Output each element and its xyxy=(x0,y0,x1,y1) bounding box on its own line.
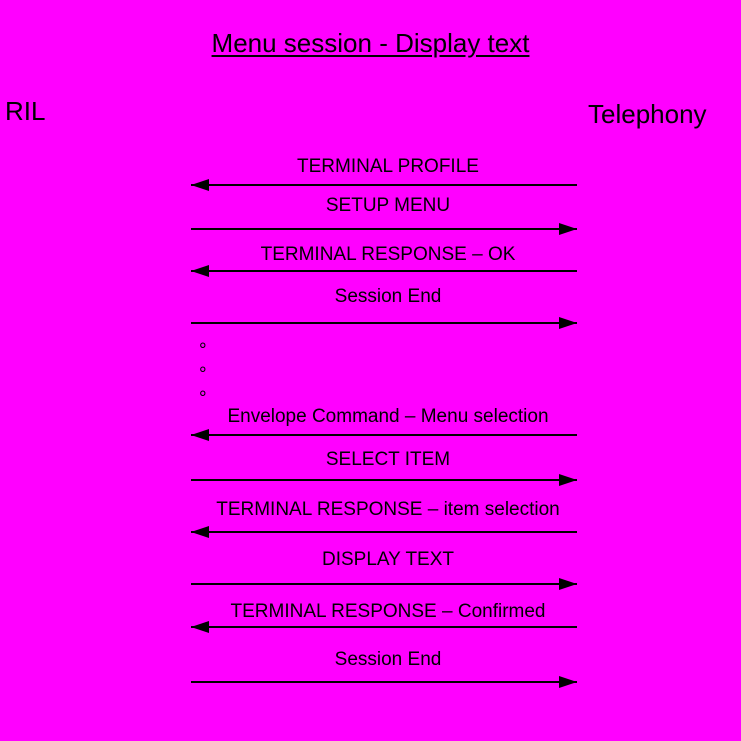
diagram-title: Menu session - Display text xyxy=(211,28,530,58)
message-label: TERMINAL RESPONSE – OK xyxy=(260,244,516,265)
actor-left-label: RIL xyxy=(5,96,46,126)
message-label: SELECT ITEM xyxy=(325,449,451,470)
message-arrow-right xyxy=(191,676,577,688)
message-arrow-right xyxy=(191,474,577,486)
message-label: TERMINAL RESPONSE – Confirmed xyxy=(230,601,546,622)
continuation-dot: ° xyxy=(199,364,207,385)
actor-right-label: Telephony xyxy=(588,99,707,129)
message-arrow-left xyxy=(191,429,577,441)
message-arrow-right xyxy=(191,223,577,235)
message-label: DISPLAY TEXT xyxy=(322,549,454,570)
message-label: Session End xyxy=(334,649,442,670)
message-arrow-left xyxy=(191,265,577,277)
continuation-dot: ° xyxy=(199,340,207,361)
message-arrow-left xyxy=(191,179,577,191)
message-label: TERMINAL RESPONSE – item selection xyxy=(216,499,560,520)
message-label: Envelope Command – Menu selection xyxy=(227,406,549,427)
message-arrow-left xyxy=(191,621,577,633)
message-label: TERMINAL PROFILE xyxy=(297,156,479,177)
message-arrow-left xyxy=(191,526,577,538)
message-arrow-right xyxy=(191,317,577,329)
message-label: Session End xyxy=(334,286,442,307)
continuation-dot: ° xyxy=(199,388,207,409)
message-label: SETUP MENU xyxy=(325,195,451,216)
message-arrow-right xyxy=(191,578,577,590)
